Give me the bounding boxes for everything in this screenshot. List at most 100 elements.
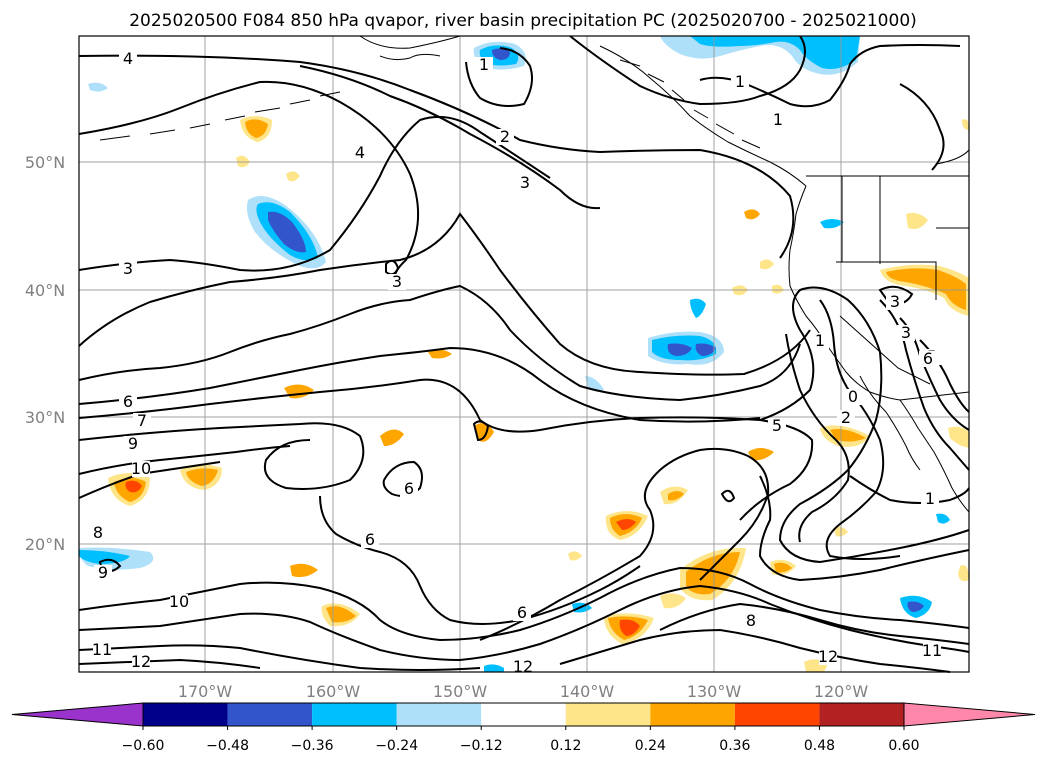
hudson-coast [935,149,970,165]
contour-label: 1 [735,72,745,91]
qvapor-contour-line [78,212,811,376]
precip-patch [820,219,844,229]
contour-label-bg [475,57,493,73]
qvapor-contour-line [720,489,736,503]
qvapor-contour-line [78,658,261,669]
contour-label-bg [921,491,939,507]
contour-label-bg [516,175,534,191]
us-state-borders [879,176,969,264]
precip-patch [690,298,706,318]
us-state-borders [836,176,937,300]
contour-label-bg [119,261,137,277]
colorbar-swatch [143,703,228,726]
precip-patch [245,119,268,138]
colorbar-tick-label: 0.36 [719,738,750,754]
us-west-coast [788,185,901,401]
precip-patch [667,343,692,356]
contour-label: 3 [901,323,911,342]
contour-label-bg [89,525,107,541]
contour-label: 12 [513,657,533,676]
qvapor-contour-line [78,54,795,259]
contour-label: 6 [123,392,133,411]
qvapor-contour-line [78,566,970,642]
contour-label-bg [388,274,406,290]
contour-label: 6 [923,349,933,368]
contour-label-bg [119,51,137,67]
contour-label-bg [133,413,151,429]
contour-label: 11 [922,641,942,660]
contour-label: 0 [848,387,858,406]
contour-label: 9 [98,563,108,582]
colorbar: −0.60 −0.48 −0.36 −0.24 −0.12 0.12 0.24 0.36 0.4… [11,702,1036,754]
contour-label: 5 [772,416,782,435]
qvapor-contour-line [465,47,533,107]
qvapor-contour-line [78,284,801,402]
contour-label: 1 [815,331,825,350]
contour-label: 6 [365,530,375,549]
alaska-panhandle [599,45,807,187]
lon-label: 120°W [814,682,869,701]
contour-label-bg [844,389,862,405]
colorbar-swatch [227,703,313,726]
colorbar-tick-label: −0.48 [206,738,249,754]
colorbar-tick-label: 0.60 [888,738,919,754]
contour-label: 2 [841,408,851,427]
contour-label-bg [923,643,941,659]
precip-patch [380,429,404,446]
precip-patch [886,268,966,310]
qvapor-contour-line [759,286,970,564]
contour-label-bg [819,649,837,665]
qvapor-contour-line [78,445,291,475]
precip-patch [906,212,928,229]
longitude-labels: 170°W 160°W 150°W 140°W 130°W 120°W [178,682,869,701]
qvapor-contour-line [382,460,423,497]
precip-patch [125,480,142,493]
contour-label: 3 [520,173,530,192]
precipitation-fill-layer [79,36,969,672]
contour-labels: 4111243333679108910111266612520812111536… [89,49,942,676]
qvapor-contour-line [319,495,641,625]
precip-patch [744,209,760,220]
lon-label: 150°W [433,682,488,701]
colorbar-swatch [650,703,735,726]
contour-label: 8 [746,611,756,630]
colorbar-tick-label: 0.48 [804,738,835,754]
precip-patch [907,601,924,612]
contour-label-bg [811,333,829,349]
colorbar-tick-label: −0.24 [375,738,418,754]
contour-label-bg [919,351,937,367]
lat-label: 30°N [25,408,65,427]
qvapor-contour-line [569,35,806,106]
contour-label: 3 [890,292,900,311]
contour-label-bg [514,659,532,675]
contour-label: 12 [818,647,838,666]
contour-label-bg [119,394,137,410]
lon-label: 140°W [560,682,615,701]
colorbar-extend-high [903,702,1036,727]
graticule [79,36,969,672]
contour-label-bg [351,145,369,161]
contour-label: 6 [404,479,414,498]
qvapor-contour-line [785,333,850,543]
coastline [99,35,970,513]
lon-label: 160°W [306,682,361,701]
lat-label: 20°N [25,535,65,554]
colorbar-swatch [312,703,397,726]
contour-label-bg [170,594,188,610]
lat-label: 50°N [25,153,65,172]
qvapor-contour-line [78,644,481,671]
colorbar-swatch [396,703,482,726]
contour-label-bg [897,325,915,341]
contour-label-bg [400,481,418,497]
contour-label-bg [837,410,855,426]
contour-label-bg [742,613,760,629]
contour-label: 9 [128,434,138,453]
colorbar-tick-label: 0.24 [635,738,666,754]
precip-patch [660,593,686,609]
latitude-labels: 50°N 40°N 30°N 20°N [25,153,65,554]
colorbar-swatch [565,703,651,726]
precip-patch [668,491,684,501]
colorbar-tick-label: −0.12 [460,738,503,754]
contour-label: 4 [123,49,133,68]
